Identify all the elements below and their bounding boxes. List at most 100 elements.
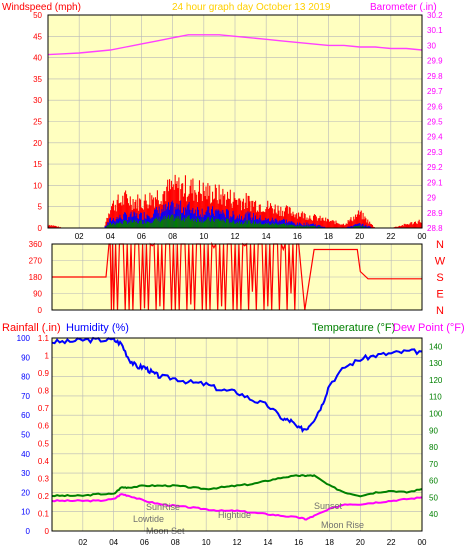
baro-tick-label: 29 (427, 194, 436, 203)
wind-tick-label: 5 (38, 203, 43, 212)
humidity-tick-label: 80 (21, 373, 30, 382)
sunrise-event: SunRise (146, 502, 180, 512)
wind-time-label: 00 (418, 232, 427, 241)
direction-frame (51, 243, 423, 311)
baro-tick-label: 29.2 (427, 163, 443, 172)
climate-time-label: 12 (233, 538, 242, 547)
climate-time-label: 10 (202, 538, 211, 547)
temperature-tick-label: 70 (429, 460, 438, 469)
climate-time-label: 18 (325, 538, 334, 547)
dewpoint-line (51, 493, 423, 521)
temperature-axis-ticks: 40 50 60 70 80 90 100 110 120 130 140 (429, 342, 443, 519)
rainfall-axis-ticks: 0 0.1 0.2 0.3 0.4 0.5 0.6 0.7 0.8 0.9 1 1.1 (38, 334, 50, 536)
climate-time-label: 16 (294, 538, 303, 547)
sunset-event: Sunset (314, 501, 343, 511)
rainfall-tick-label: 0.6 (38, 422, 50, 431)
baro-tick-label: 29.6 (427, 102, 443, 111)
wind-time-label: 20 (355, 232, 364, 241)
rainfall-tick-label: 1.1 (38, 334, 50, 343)
baro-tick-label: 29.8 (427, 72, 443, 81)
wind-time-label: 10 (199, 232, 208, 241)
graph-title: 24 hour graph day October 13 2019 (172, 2, 331, 13)
direction-tick-label: 360 (29, 240, 43, 249)
humidity-tick-label: 30 (21, 469, 30, 478)
baro-tick-label: 29.7 (427, 87, 443, 96)
compass-n-label: N (436, 305, 444, 317)
direction-tick-label: 270 (29, 257, 43, 266)
wind-tick-label: 45 (33, 32, 42, 41)
wind-bars (47, 174, 423, 228)
temperature-tick-label: 140 (429, 342, 443, 351)
climate-time-label: 04 (109, 538, 118, 547)
wind-tick-label: 0 (38, 224, 43, 233)
wind-tick-label: 25 (33, 118, 42, 127)
humidity-line (51, 336, 423, 434)
windspeed-label: Windspeed (mph) (2, 2, 81, 13)
temperature-tick-label: 100 (429, 410, 443, 419)
lowtide-event: Lowtide (133, 514, 164, 524)
baro-tick-label: 29.3 (427, 148, 443, 157)
climate-time-label: 20 (356, 538, 365, 547)
rainfall-tick-label: 0.9 (38, 369, 50, 378)
hightide-event: Hightide (218, 510, 251, 520)
temperature-legend: Temperature (°F) (312, 322, 395, 334)
humidity-tick-label: 50 (21, 431, 30, 440)
humidity-tick-label: 100 (17, 334, 31, 343)
rainfall-tick-label: 0.8 (38, 387, 50, 396)
baro-tick-label: 30 (427, 41, 436, 50)
humidity-tick-label: 90 (21, 353, 30, 362)
baro-axis-ticks: 28.8 28.9 29 29.1 29.2 29.3 29.4 29.5 29.6 29.7 29… (427, 11, 443, 233)
humidity-tick-label: 10 (21, 508, 30, 517)
rainfall-tick-label: 0.5 (38, 439, 50, 448)
wind-time-label: 18 (324, 232, 333, 241)
climate-time-ticks: 02 04 06 08 10 12 14 16 18 20 22 00 (78, 538, 427, 547)
baro-tick-label: 28.8 (427, 224, 443, 233)
compass-e-label: E (436, 289, 443, 301)
barometer-line (47, 34, 423, 56)
humidity-tick-label: 70 (21, 392, 30, 401)
moonrise-event: Moon Rise (321, 520, 364, 530)
wind-time-ticks: 02 04 06 08 10 12 14 16 18 20 22 00 (75, 232, 427, 241)
temperature-tick-label: 50 (429, 493, 438, 502)
temperature-line (51, 474, 423, 498)
direction-tick-label: 0 (38, 306, 43, 315)
climate-time-label: 02 (78, 538, 87, 547)
wind-baro-frame (47, 14, 423, 229)
wind-time-label: 14 (262, 232, 271, 241)
humidity-axis-ticks: 0 10 20 30 40 50 60 70 80 90 100 (17, 334, 31, 536)
baro-tick-label: 29.1 (427, 178, 443, 187)
humidity-legend: Humidity (%) (66, 322, 129, 334)
climate-time-label: 08 (171, 538, 180, 547)
wind-tick-label: 10 (33, 181, 42, 190)
wind-tick-label: 20 (33, 139, 42, 148)
wind-tick-label: 15 (33, 160, 42, 169)
baro-tick-label: 28.9 (427, 209, 443, 218)
direction-tick-label: 90 (33, 290, 42, 299)
rainfall-tick-label: 0.3 (38, 474, 50, 483)
wind-tick-label: 35 (33, 75, 42, 84)
rainfall-tick-label: 0.7 (38, 404, 50, 413)
wind-tick-label: 30 (33, 96, 42, 105)
temperature-tick-label: 110 (429, 393, 442, 402)
wind-time-label: 04 (106, 232, 115, 241)
climate-time-label: 14 (263, 538, 272, 547)
baro-tick-label: 29.9 (427, 57, 443, 66)
baro-tick-label: 29.5 (427, 118, 443, 127)
rainfall-tick-label: 0.1 (38, 509, 50, 518)
compass-s-label: S (436, 272, 443, 284)
direction-axis-ticks: 0 90 180 270 360 (29, 240, 43, 315)
climate-frame (51, 337, 423, 532)
compass-w-label: W (435, 256, 446, 268)
rainfall-tick-label: 0.4 (38, 457, 50, 466)
climate-time-label: 06 (140, 538, 149, 547)
baro-tick-label: 30.2 (427, 11, 443, 20)
humidity-tick-label: 0 (26, 527, 31, 536)
wind-axis-ticks: 0 5 10 15 20 25 30 35 40 45 50 (33, 11, 42, 233)
climate-time-label: 00 (418, 538, 427, 547)
temperature-tick-label: 120 (429, 376, 443, 385)
temperature-tick-label: 90 (429, 426, 438, 435)
wind-time-label: 12 (231, 232, 240, 241)
